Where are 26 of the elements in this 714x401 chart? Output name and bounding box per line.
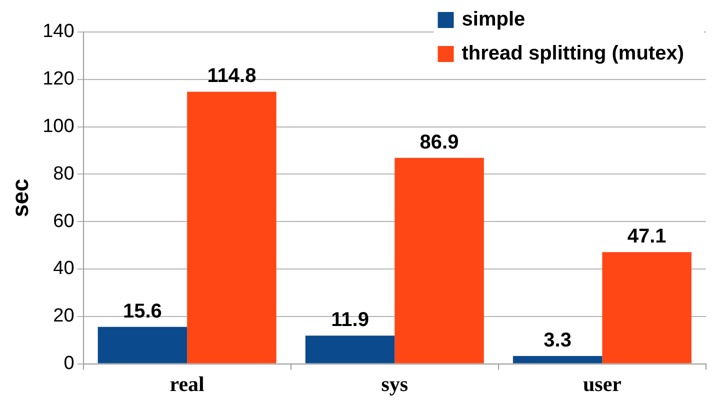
- bar: [98, 326, 188, 364]
- bar: [394, 158, 484, 364]
- y-tick-label: 140: [42, 21, 74, 42]
- x-tick-label: real: [170, 372, 205, 396]
- data-label: 3.3: [544, 329, 572, 352]
- bar: [305, 336, 395, 364]
- legend-label: thread splitting (mutex): [462, 42, 684, 65]
- y-tick-label: 80: [53, 163, 74, 184]
- data-label: 86.9: [420, 131, 459, 154]
- legend-label: simple: [462, 8, 526, 31]
- bar: [512, 356, 602, 364]
- x-tick-label: user: [582, 372, 622, 396]
- y-tick-label: 0: [64, 353, 74, 374]
- y-tick-label: 20: [53, 306, 74, 327]
- data-label: 11.9: [331, 309, 369, 332]
- x-tick-label: sys: [381, 372, 408, 396]
- bar: [602, 252, 692, 364]
- data-label: 47.1: [627, 226, 666, 248]
- y-tick-label: 40: [53, 258, 74, 280]
- y-axis-title: sec: [7, 178, 34, 218]
- y-tick-label: 60: [53, 210, 74, 232]
- data-label: 15.6: [122, 300, 162, 322]
- y-tick-label: 120: [42, 68, 74, 90]
- data-label: 114.8: [207, 65, 256, 88]
- bar: [187, 92, 276, 364]
- y-tick-label: 100: [42, 116, 74, 138]
